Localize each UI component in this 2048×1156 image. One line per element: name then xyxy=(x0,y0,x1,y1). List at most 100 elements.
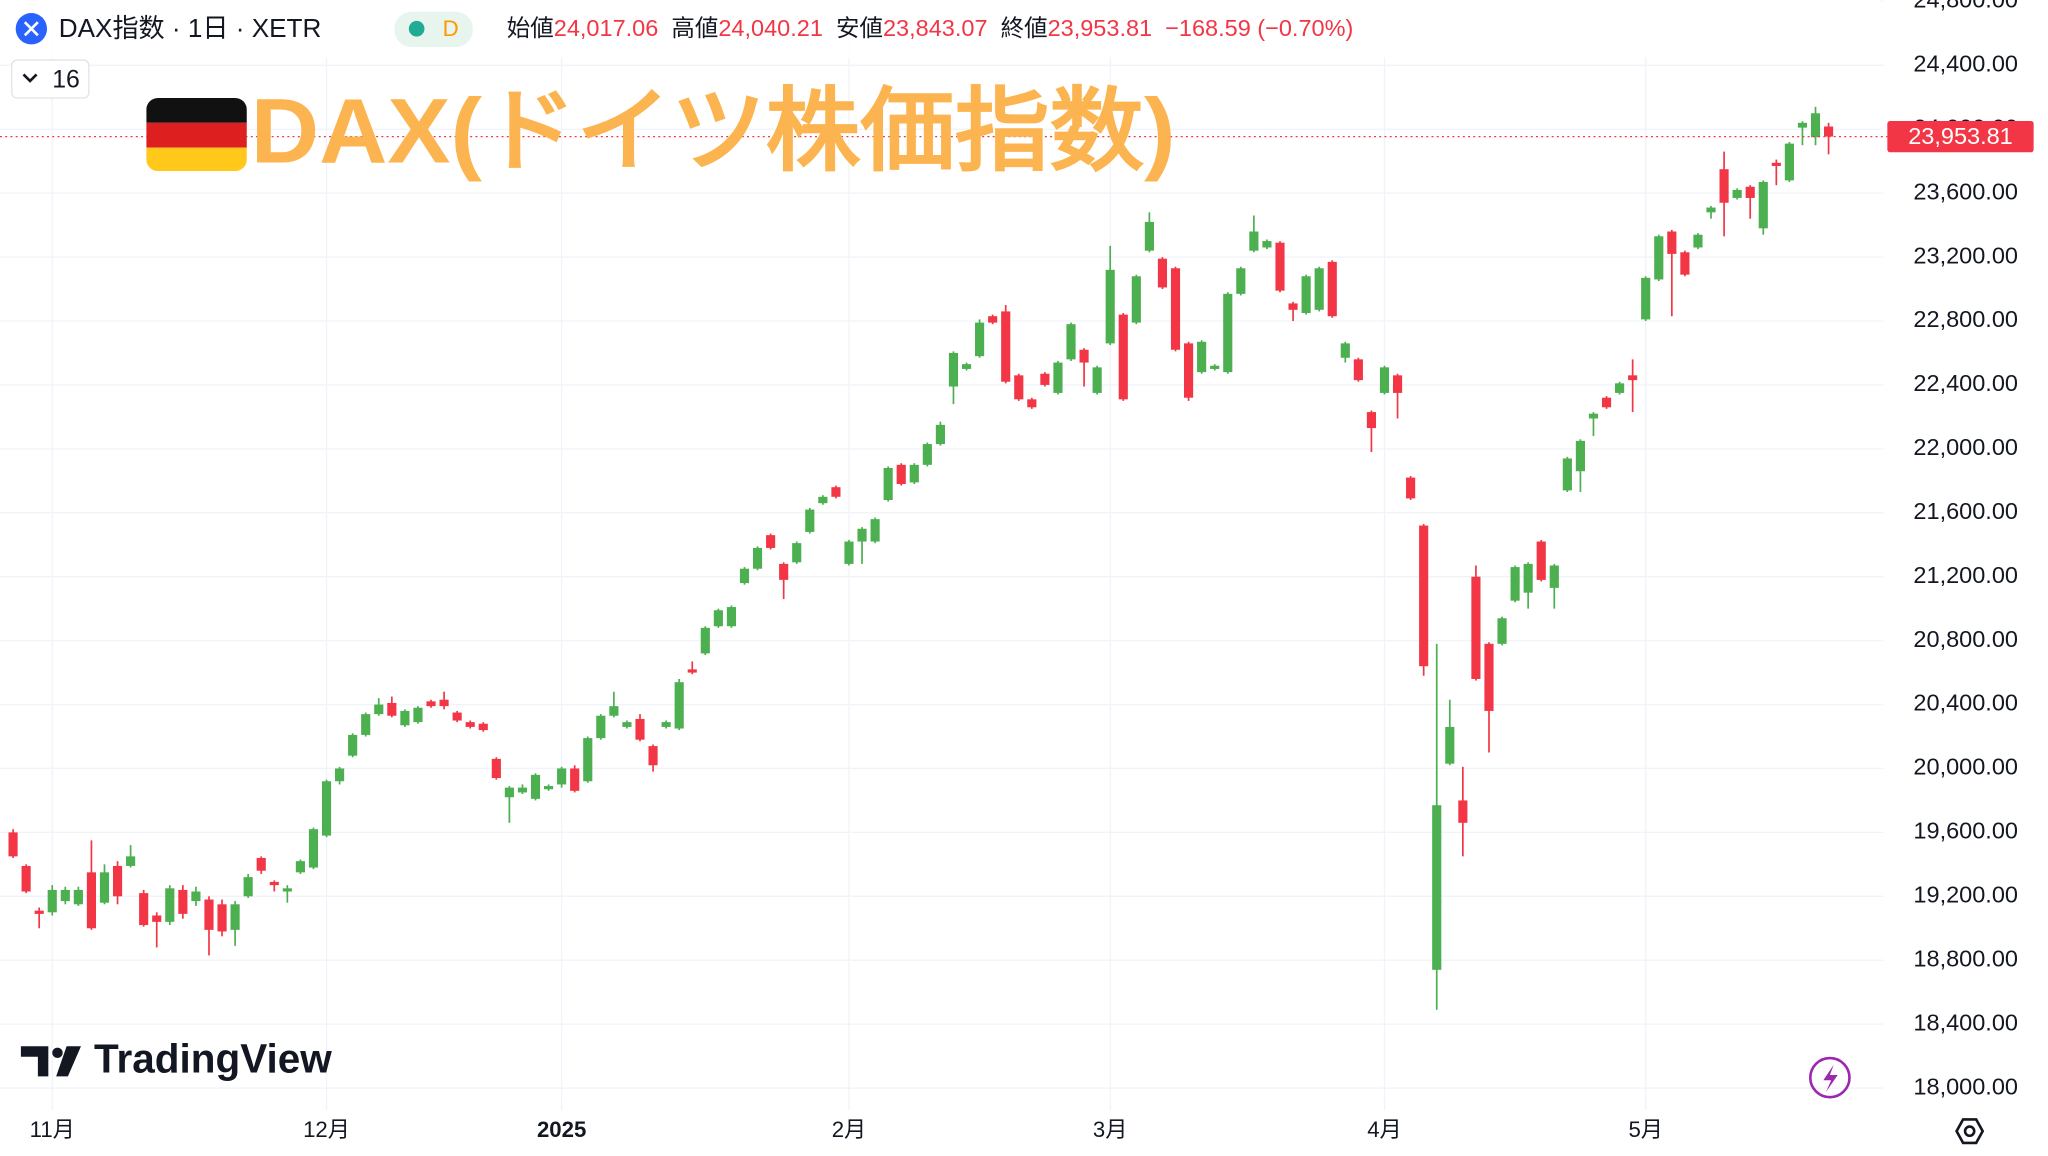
candle-body xyxy=(1092,367,1102,393)
logo-icon xyxy=(20,1046,81,1077)
candle-body xyxy=(335,768,345,782)
candle-body xyxy=(909,464,919,483)
candle-body xyxy=(948,352,959,387)
x-tick-label: 3月 xyxy=(1093,1117,1128,1142)
candle-body xyxy=(1706,207,1716,213)
candle-body xyxy=(374,704,384,715)
candle-body xyxy=(1758,181,1768,229)
candle-body xyxy=(1079,349,1089,363)
candle-body xyxy=(1157,258,1168,288)
overlay-title: DAX(ドイツ株価指数) xyxy=(251,81,1176,183)
lightning-icon xyxy=(1823,1064,1838,1092)
x-tick-label: 4月 xyxy=(1367,1117,1402,1142)
candle-body xyxy=(1236,268,1246,294)
candle-body xyxy=(387,702,397,716)
counter: 16 xyxy=(52,67,80,94)
y-tick-label: 22,400.00 xyxy=(1913,370,2018,396)
candle-body xyxy=(1197,341,1207,373)
y-tick-label: 19,600.00 xyxy=(1913,818,2018,844)
candle-body xyxy=(1575,440,1585,472)
candle-body xyxy=(400,710,410,726)
candle-body xyxy=(883,468,893,500)
candle-body xyxy=(583,738,593,782)
interval-badge[interactable] xyxy=(394,11,473,48)
ohlc-label: 始値 xyxy=(507,15,554,41)
candle-body xyxy=(1014,375,1024,400)
candle-body xyxy=(191,891,201,902)
ohlc-label: 安値 xyxy=(836,15,883,41)
candle-body xyxy=(8,832,18,857)
candle-body xyxy=(1223,293,1233,373)
lightning-button[interactable] xyxy=(1808,1056,1851,1099)
candle-body xyxy=(204,899,214,930)
candle-body xyxy=(73,889,83,905)
candle-body xyxy=(112,865,123,897)
x-tick-label: 2月 xyxy=(832,1117,867,1142)
candle-body xyxy=(282,888,292,892)
candle-body xyxy=(1615,383,1625,393)
x-tick-label: 11月 xyxy=(30,1117,75,1142)
candle-body xyxy=(1745,186,1755,198)
ohlc-value: 23,843.07 xyxy=(883,15,988,41)
candle-body xyxy=(465,722,475,727)
counter-box[interactable] xyxy=(11,59,90,99)
candle-body xyxy=(1184,343,1194,398)
y-tick-label: 19,200.00 xyxy=(1913,882,2018,908)
candle-body xyxy=(361,714,371,735)
y-tick-label: 24,400.00 xyxy=(1913,51,2018,77)
candle-body xyxy=(622,722,632,727)
candle-body xyxy=(766,535,776,548)
candle-body xyxy=(1810,113,1821,138)
candle-body xyxy=(47,889,57,913)
last-price-box xyxy=(1887,120,2034,153)
candle-body xyxy=(975,322,985,357)
y-tick-label: 23,200.00 xyxy=(1913,242,2018,268)
candle-body xyxy=(1118,314,1128,400)
candle-body xyxy=(178,889,188,914)
y-tick-label: 22,800.00 xyxy=(1913,306,2018,332)
y-tick-label: 20,800.00 xyxy=(1913,626,2018,652)
candle-body xyxy=(1419,525,1429,667)
flag xyxy=(146,97,247,172)
candle-body xyxy=(818,496,828,504)
change-value: −168.59 (−0.70%) xyxy=(1165,15,1353,41)
symbol-title[interactable]: DAX指数 · 1日 · XETR xyxy=(59,13,322,43)
candle-body xyxy=(1066,324,1076,360)
candle-body xyxy=(1432,805,1442,970)
candle-body xyxy=(896,464,906,485)
y-tick-label: 21,200.00 xyxy=(1913,562,2018,588)
candle-body xyxy=(1510,567,1520,601)
candle-body xyxy=(1458,800,1468,823)
ohlc-label: 終値 xyxy=(1001,15,1048,41)
candle-body xyxy=(922,444,932,465)
candle-body xyxy=(243,877,253,897)
candle-body xyxy=(1641,277,1651,320)
candle-body xyxy=(530,774,541,799)
candle-body xyxy=(1314,268,1324,310)
settings-button[interactable] xyxy=(1955,1118,1985,1145)
candle-body xyxy=(478,723,488,731)
candle-body xyxy=(1536,541,1546,580)
candle-body xyxy=(1484,643,1494,711)
candle-body xyxy=(1392,375,1403,393)
y-tick-label: 22,000.00 xyxy=(1913,434,2018,460)
candle-body xyxy=(1288,303,1298,310)
candle-body xyxy=(1523,563,1533,593)
candle-body xyxy=(426,701,436,707)
candle-body xyxy=(1340,343,1350,358)
candle-body xyxy=(1732,189,1742,198)
candle-body xyxy=(230,904,240,930)
candle-body xyxy=(491,758,501,779)
candle-body xyxy=(1680,252,1690,275)
candle-body xyxy=(831,487,841,497)
candle-body xyxy=(1105,269,1115,344)
candle-body xyxy=(870,519,880,542)
y-tick-label: 18,400.00 xyxy=(1913,1009,2018,1035)
candle-body xyxy=(1053,362,1063,393)
ohlc-value: 24,040.21 xyxy=(718,15,823,41)
candle-body xyxy=(60,889,70,902)
flag-gold xyxy=(146,147,247,172)
candle-body xyxy=(1027,399,1037,408)
candle-body xyxy=(857,528,867,542)
